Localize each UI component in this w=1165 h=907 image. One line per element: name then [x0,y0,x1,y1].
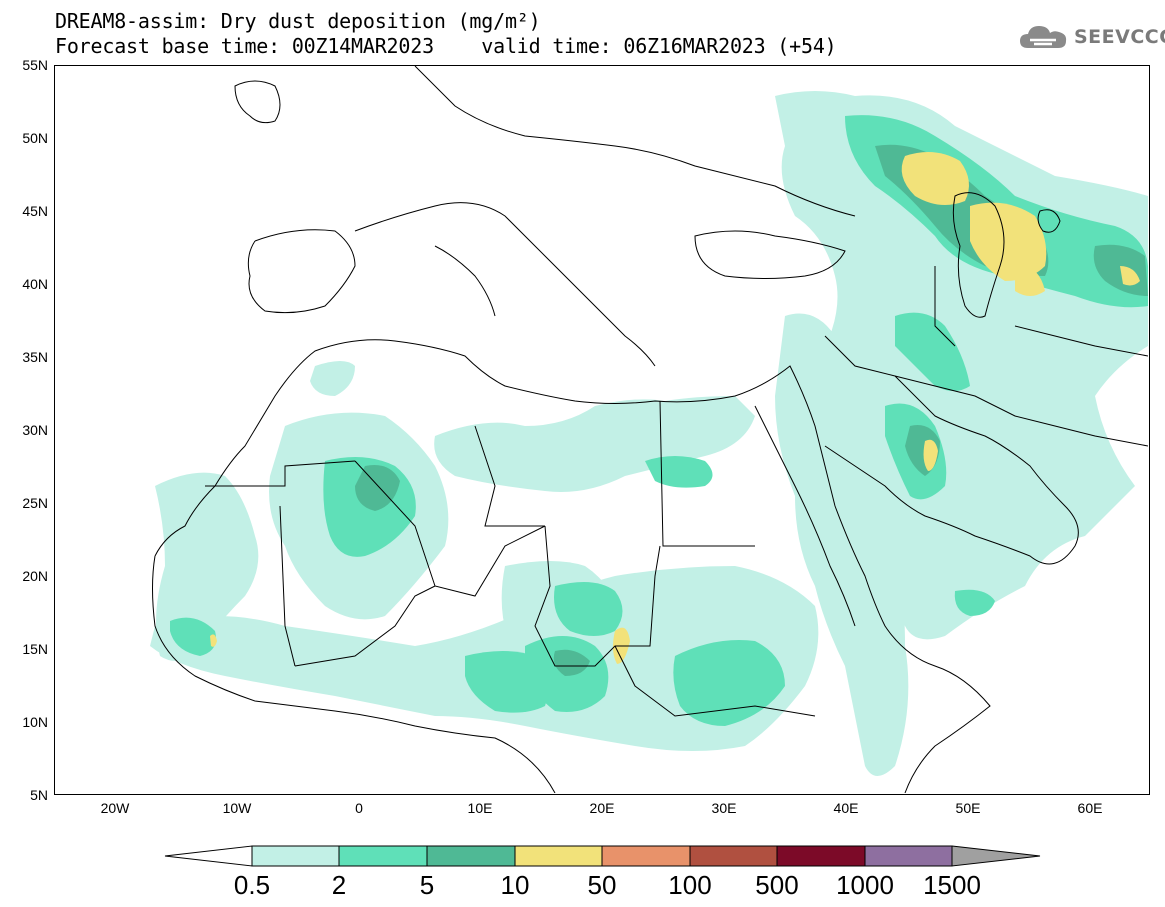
colorbar-over-arrow [951,845,1041,867]
cloud-icon [1020,26,1067,48]
colorbar-label: 5 [419,870,435,900]
lat-label-15n: 15N [22,641,48,657]
map-plot-area [54,65,1150,795]
lon-label-40e: 40E [833,800,859,816]
lon-label-10w: 10W [222,800,252,816]
lat-label-55n: 55N [22,57,48,73]
lat-label-5n: 5N [30,787,48,803]
lat-label-25n: 25N [22,495,48,511]
map-subtitle-times: Forecast base time: 00Z14MAR2023 valid t… [55,34,837,58]
lon-label-30e: 30E [711,800,737,816]
colorbar-bin-5-10 [426,845,516,867]
colorbar-bin-500-1000 [776,845,866,867]
colorbar-label: 2 [331,870,347,900]
lon-label-10e: 10E [467,800,493,816]
colorbar-label: 500 [755,870,799,900]
colorbar-label: 1000 [836,870,894,900]
lat-label-35n: 35N [22,349,48,365]
colorbar [164,845,1041,867]
lat-label-45n: 45N [22,203,48,219]
lon-label-60e: 60E [1077,800,1103,816]
seevccc-logo: SEEVCCC [1018,22,1165,52]
colorbar-bin-2-5 [338,845,428,867]
colorbar-under-arrow [164,845,253,867]
dust-map [150,66,1148,793]
colorbar-bin-10-50 [514,845,603,867]
lat-label-30n: 30N [22,422,48,438]
colorbar-bin-1000-1500 [864,845,953,867]
colorbar-bin-50-100 [601,845,691,867]
map-title: DREAM8-assim: Dry dust deposition (mg/m²… [55,9,541,33]
dust-deposition-10-50 [210,152,1140,664]
colorbar-label: 100 [668,870,712,900]
lon-label-50e: 50E [955,800,981,816]
colorbar-label: 0.5 [233,870,271,900]
colorbar-bin-100-500 [689,845,778,867]
colorbar-bin-0.5-2 [251,845,340,867]
colorbar-label: 10 [500,870,530,900]
lat-label-50n: 50N [22,130,48,146]
lon-label-0: 0 [355,800,363,816]
lon-label-20w: 20W [100,800,130,816]
logo-text: SEEVCCC [1074,26,1165,48]
colorbar-label: 1500 [923,870,981,900]
lat-label-10n: 10N [22,714,48,730]
colorbar-label: 50 [587,870,617,900]
lon-label-20e: 20E [589,800,615,816]
coastlines-and-borders [152,66,1148,793]
lat-label-40n: 40N [22,276,48,292]
lat-label-20n: 20N [22,568,48,584]
